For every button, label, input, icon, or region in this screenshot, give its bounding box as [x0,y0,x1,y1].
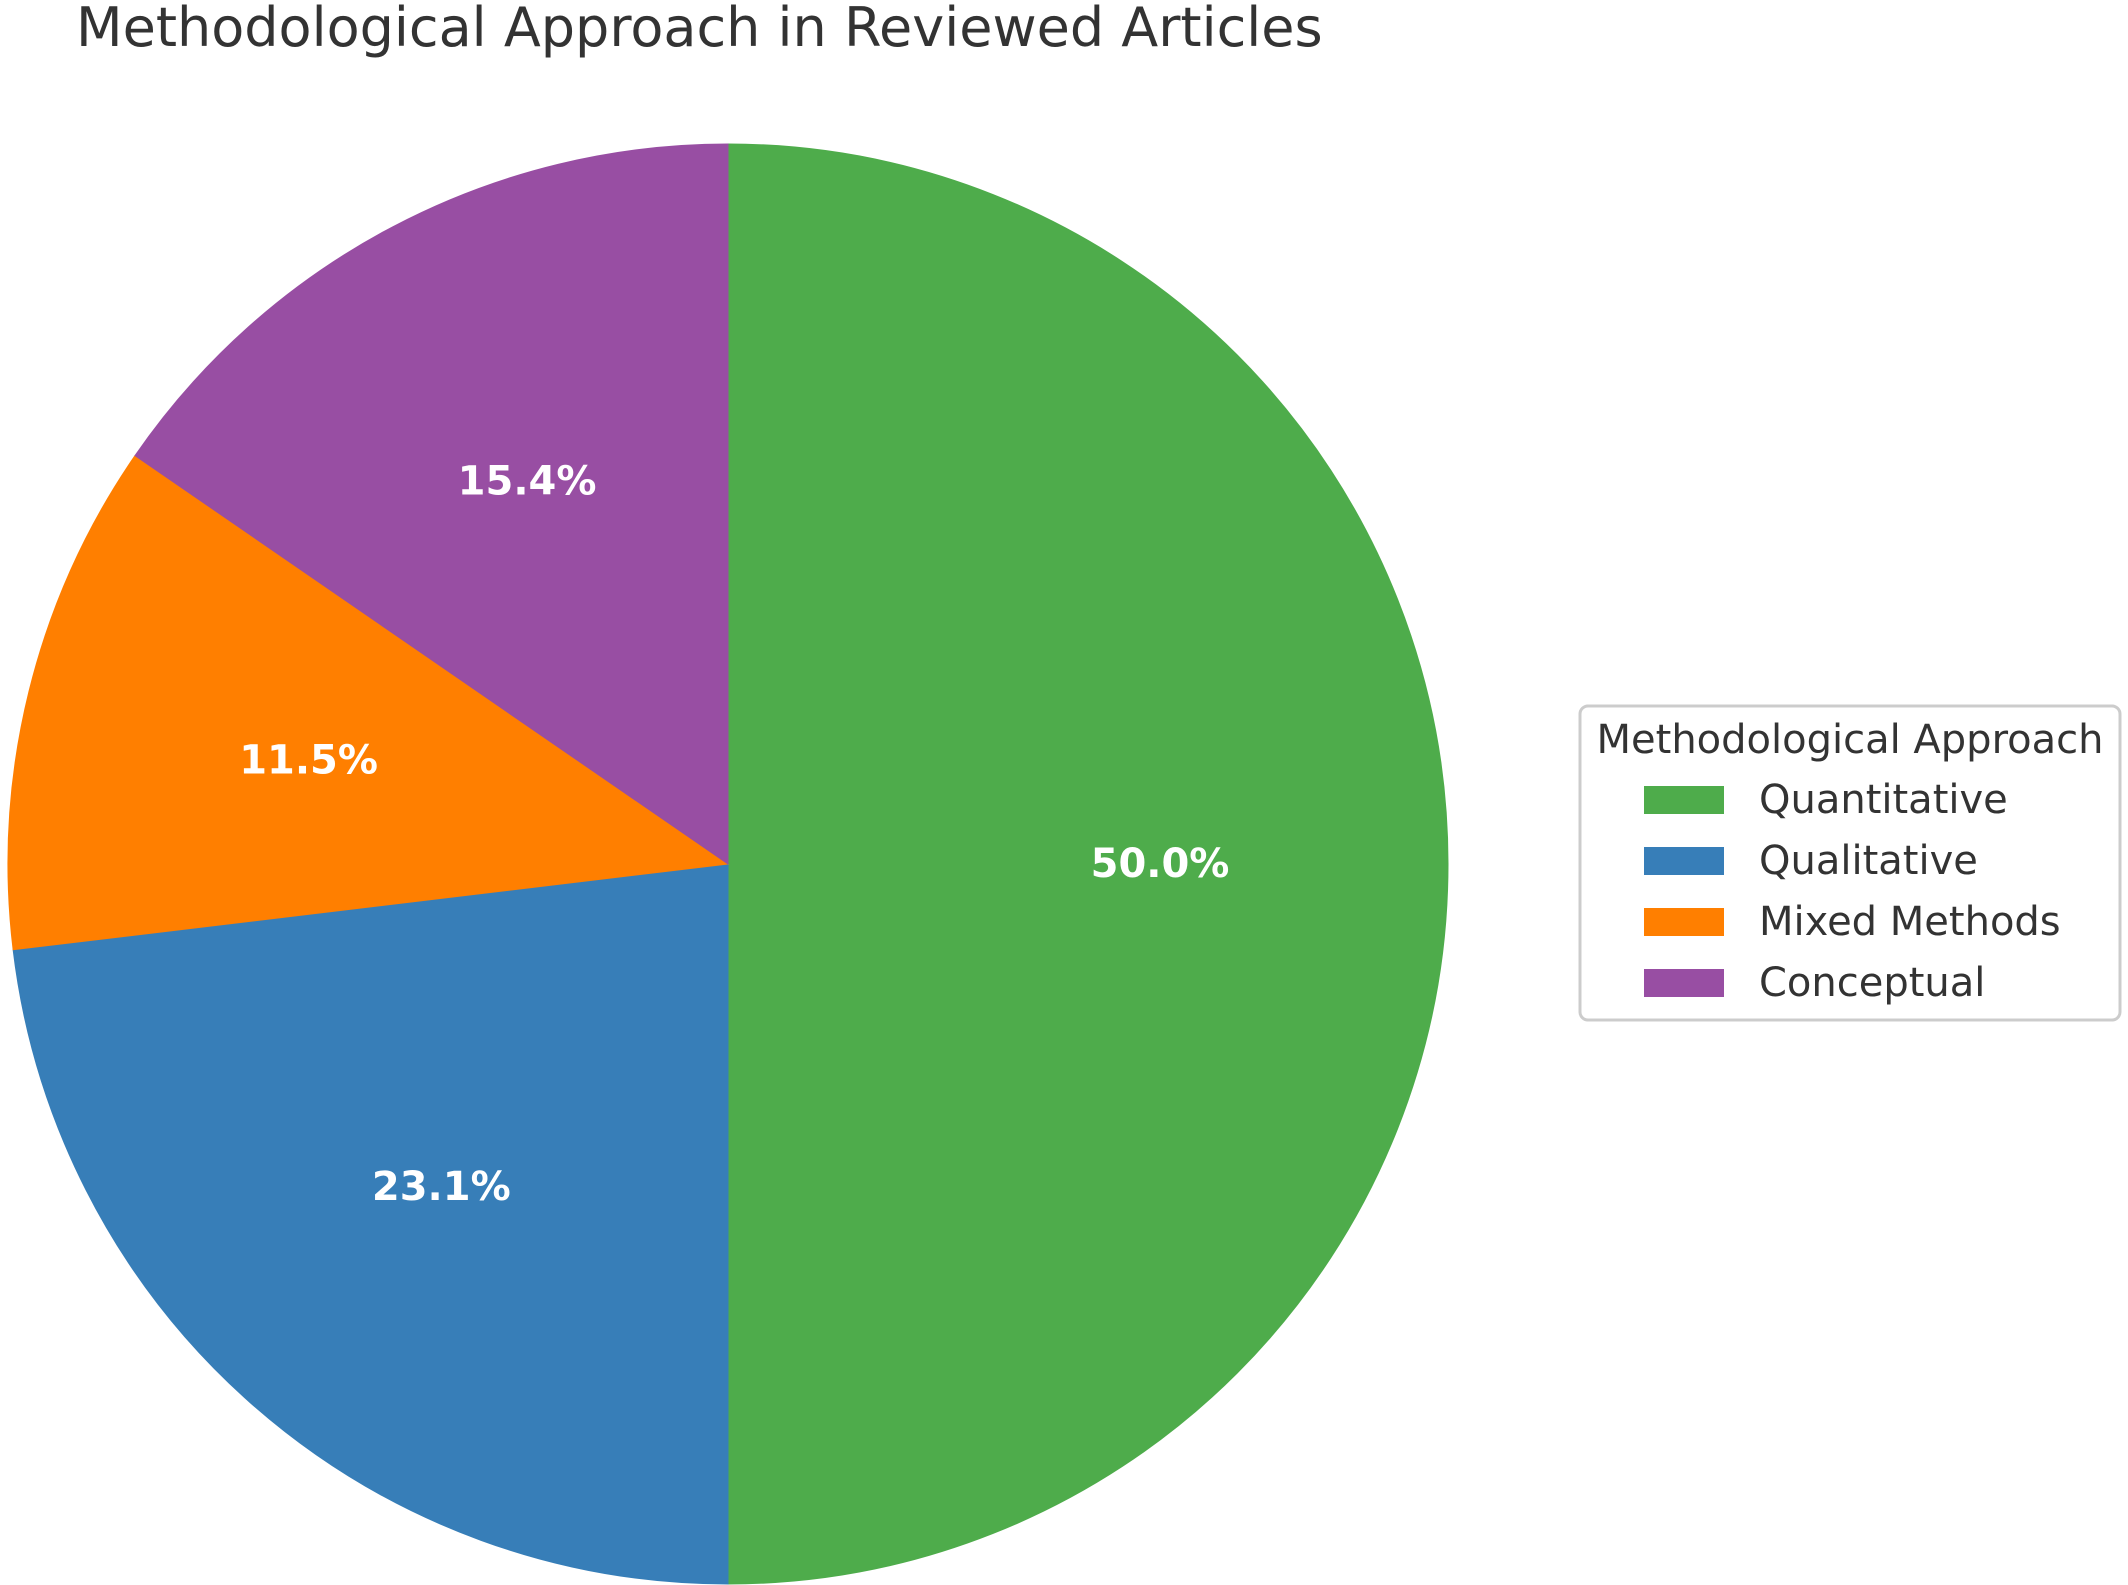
legend-label-conceptual: Conceptual [1759,960,1985,1006]
legend-swatch-mixed-methods [1644,908,1724,936]
pct-label-quantitative: 50.0% [1091,841,1230,887]
legend-swatch-conceptual [1644,969,1724,997]
pie-slice-quantitative [727,143,1449,1585]
percentage-labels: 50.0% 23.1% 11.5% 15.4% [239,459,1229,1211]
legend-swatch-quantitative [1644,786,1724,814]
pie-slice-qualitative [12,863,729,1585]
pie-slice-conceptual [134,143,729,865]
pct-label-mixed-methods: 11.5% [239,738,378,784]
pct-label-conceptual: 15.4% [458,459,597,505]
legend-items: Quantitative Qualitative Mixed Methods Conc… [1644,777,2061,1006]
legend-swatch-qualitative [1644,847,1724,875]
pie-slice-mixed-methods [7,454,730,951]
legend-frame [1578,704,2122,1022]
chart-title: Methodological Approach in Reviewed Arti… [76,0,1323,59]
pct-label-qualitative: 23.1% [372,1164,511,1210]
legend: Methodological Approach Quantitative Qual… [1578,704,2122,1022]
legend-title: Methodological Approach [1597,717,2104,763]
pie-slices [7,143,1449,1585]
legend-label-quantitative: Quantitative [1759,777,2008,823]
legend-label-mixed-methods: Mixed Methods [1759,899,2061,945]
legend-label-qualitative: Qualitative [1759,838,1978,884]
